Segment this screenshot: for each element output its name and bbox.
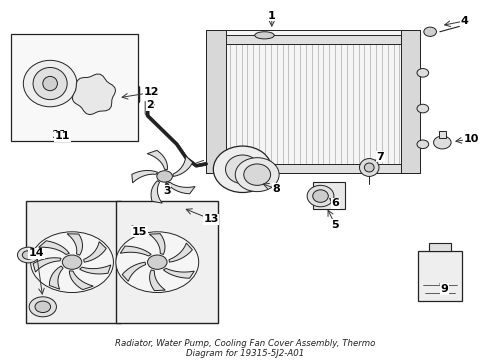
Circle shape [147, 255, 167, 269]
Polygon shape [120, 246, 151, 256]
Circle shape [30, 232, 114, 293]
Polygon shape [67, 234, 82, 255]
Bar [206, 164, 420, 173]
Polygon shape [169, 243, 193, 262]
Bar [11, 33, 138, 141]
Ellipse shape [307, 185, 334, 207]
Bar [401, 30, 420, 173]
Text: 6: 6 [331, 198, 339, 208]
Bar [206, 30, 225, 173]
Circle shape [417, 140, 429, 149]
Polygon shape [167, 182, 195, 194]
Bar [418, 251, 462, 301]
Ellipse shape [225, 155, 260, 184]
Text: 7: 7 [377, 152, 384, 162]
Polygon shape [49, 266, 63, 289]
Ellipse shape [24, 60, 77, 107]
Text: 2: 2 [146, 100, 154, 110]
Text: 1: 1 [268, 11, 276, 21]
Polygon shape [151, 181, 162, 203]
Ellipse shape [255, 32, 274, 39]
Ellipse shape [213, 146, 272, 193]
Bar [429, 243, 451, 251]
Polygon shape [163, 268, 195, 278]
Polygon shape [33, 258, 61, 272]
Polygon shape [149, 270, 165, 291]
Text: Radiator, Water Pump, Cooling Fan Cover Assembly, Thermo
Diagram for 19315-5J2-A: Radiator, Water Pump, Cooling Fan Cover … [115, 339, 375, 358]
Ellipse shape [244, 164, 270, 185]
Bar [313, 182, 345, 208]
Polygon shape [149, 234, 165, 255]
Text: 11: 11 [54, 131, 70, 141]
Polygon shape [80, 265, 111, 274]
Ellipse shape [235, 158, 279, 192]
Circle shape [29, 297, 56, 317]
Bar [206, 35, 420, 44]
Bar [439, 131, 446, 138]
Text: 14: 14 [28, 248, 44, 258]
Ellipse shape [313, 190, 328, 202]
Bar [116, 202, 218, 323]
Bar [206, 30, 420, 173]
Text: 5: 5 [331, 220, 339, 230]
Text: 15: 15 [132, 227, 147, 237]
Circle shape [417, 104, 429, 113]
Ellipse shape [360, 158, 379, 176]
Circle shape [35, 301, 50, 312]
Circle shape [434, 136, 451, 149]
Polygon shape [122, 262, 146, 281]
Polygon shape [73, 74, 116, 114]
Circle shape [18, 247, 39, 263]
Text: 13: 13 [203, 214, 219, 224]
Polygon shape [84, 242, 106, 262]
Text: 11: 11 [52, 130, 68, 140]
Circle shape [62, 255, 82, 269]
Text: 4: 4 [460, 16, 468, 26]
Polygon shape [173, 156, 193, 176]
Ellipse shape [33, 67, 67, 100]
Bar [26, 202, 121, 323]
Circle shape [424, 27, 437, 36]
Text: 12: 12 [144, 87, 159, 98]
Circle shape [23, 251, 34, 259]
Polygon shape [69, 271, 93, 290]
Polygon shape [39, 241, 69, 255]
Polygon shape [132, 171, 157, 183]
Circle shape [116, 232, 199, 293]
Polygon shape [147, 150, 168, 170]
Circle shape [157, 171, 172, 182]
Ellipse shape [365, 163, 374, 172]
Circle shape [417, 68, 429, 77]
Text: 10: 10 [464, 134, 479, 144]
Ellipse shape [43, 76, 57, 91]
Text: 8: 8 [273, 184, 281, 194]
Text: 3: 3 [163, 186, 171, 196]
Text: 9: 9 [441, 284, 449, 294]
